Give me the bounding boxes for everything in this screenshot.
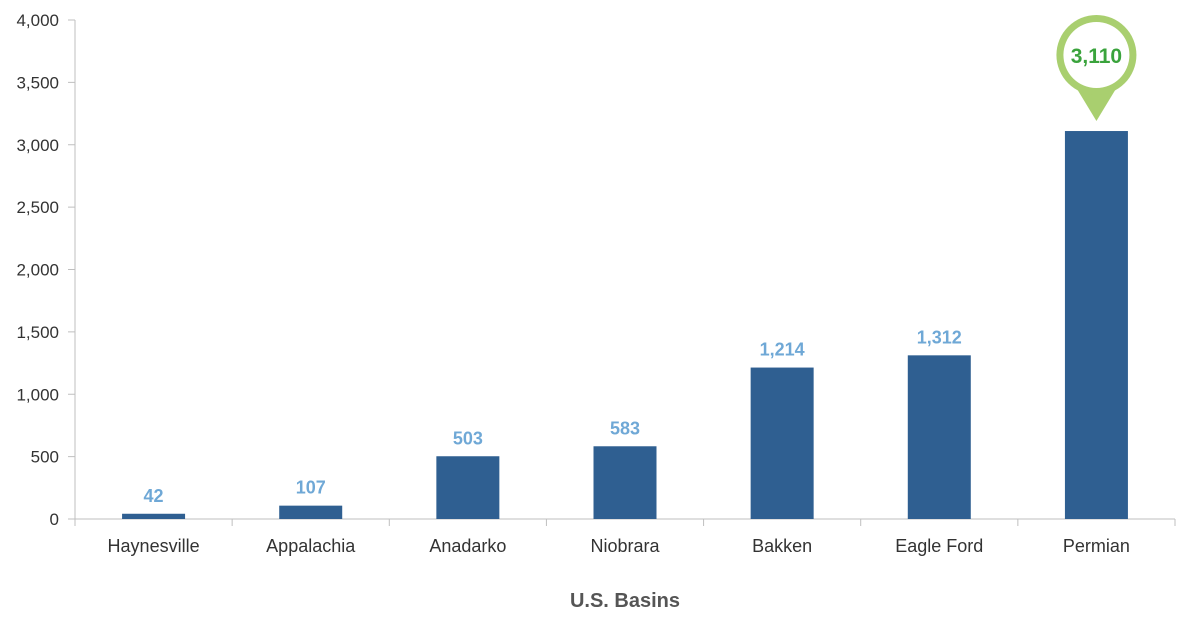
x-tick-label: Haynesville: [108, 536, 200, 556]
y-tick-label: 500: [31, 448, 59, 467]
bar-eagle-ford: [907, 355, 971, 519]
data-label: 503: [453, 428, 483, 448]
bar-anadarko: [436, 456, 500, 519]
x-tick-label: Appalachia: [266, 536, 356, 556]
data-label: 107: [296, 478, 326, 498]
y-tick-label: 0: [50, 510, 59, 529]
y-tick-label: 3,500: [16, 73, 59, 92]
bar-niobrara: [593, 446, 657, 519]
data-label: 583: [610, 418, 640, 438]
x-tick-label: Anadarko: [429, 536, 506, 556]
bar-appalachia: [279, 505, 343, 519]
data-label: 42: [144, 486, 164, 506]
y-tick-label: 2,000: [16, 261, 59, 280]
y-tick-label: 4,000: [16, 11, 59, 30]
y-tick-label: 2,500: [16, 198, 59, 217]
x-axis-title: U.S. Basins: [570, 590, 680, 612]
y-tick-label: 1,000: [16, 385, 59, 404]
callout-center: [1063, 22, 1130, 88]
bar-haynesville: [122, 513, 186, 519]
bar-bakken: [750, 367, 814, 519]
x-tick-label: Niobrara: [590, 536, 660, 556]
data-label: 1,214: [760, 340, 805, 360]
x-tick-label: Eagle Ford: [895, 536, 983, 556]
data-label: 1,312: [917, 327, 962, 347]
highlight-data-label: 3,110: [1071, 45, 1122, 68]
x-tick-label: Permian: [1063, 536, 1130, 556]
bar-permian: [1064, 131, 1128, 519]
callout-pointer: [1076, 88, 1117, 122]
x-tick-label: Bakken: [752, 536, 812, 556]
y-tick-label: 1,500: [16, 323, 59, 342]
y-tick-label: 3,000: [16, 136, 59, 155]
